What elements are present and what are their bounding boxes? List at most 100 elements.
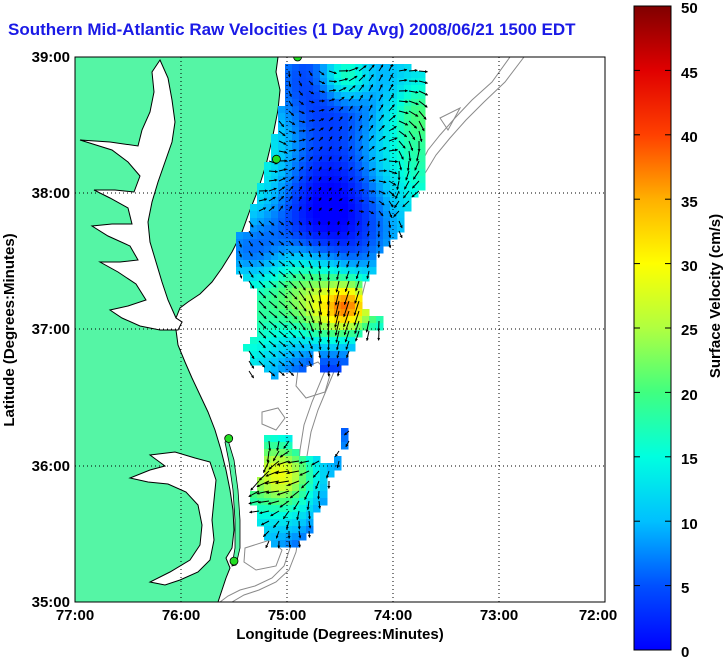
velocity-cell [348,323,356,331]
velocity-cell [250,344,258,352]
velocity-cell [390,141,398,149]
velocity-vector [366,250,370,258]
velocity-vector [326,290,330,306]
velocity-cell [334,113,342,121]
velocity-cell [264,435,272,443]
velocity-cell [341,183,349,191]
velocity-vector [299,460,310,464]
velocity-cell [320,141,328,149]
velocity-vector [278,320,288,329]
velocity-cell [355,274,363,282]
velocity-cell [341,176,349,184]
velocity-cell [320,498,328,506]
velocity-cell [264,190,272,198]
velocity-cell [285,134,293,142]
velocity-cell [383,71,391,79]
velocity-cell [250,351,258,359]
colorbar-tick-label: 45 [681,65,698,82]
velocity-cell [292,204,300,212]
velocity-cell [348,183,356,191]
velocity-vector [248,220,254,228]
velocity-cell [397,64,405,72]
velocity-vector [354,320,360,335]
velocity-cell [418,162,426,170]
velocity-cell [341,148,349,156]
velocity-cell [271,267,279,275]
velocity-cell [334,456,342,464]
velocity-vector [263,530,270,537]
velocity-vector [308,119,316,123]
velocity-cell [320,120,328,128]
velocity-cell [341,246,349,254]
velocity-vector [285,520,290,530]
velocity-cell [250,358,258,366]
velocity-cell [355,71,363,79]
velocity-cell [313,295,321,303]
velocity-cell [250,281,258,289]
velocity-cell [285,288,293,296]
velocity-vector [288,250,295,257]
velocity-cell [369,190,377,198]
radar-station-marker [271,154,281,164]
velocity-cell [292,232,300,240]
velocity-vector [318,136,324,142]
velocity-cell [320,239,328,247]
velocity-vector [268,196,276,202]
velocity-cell [341,239,349,247]
colorbar-tick-label: 50 [681,0,698,17]
velocity-vector [318,280,322,293]
velocity-vector [288,330,297,339]
velocity-vector [308,109,315,113]
velocity-vector [318,80,326,85]
velocity-cell [278,162,286,170]
velocity-cell [376,225,384,233]
velocity-cell [313,323,321,331]
velocity-vector [288,139,297,143]
velocity-cell [271,218,279,226]
velocity-vector [288,280,297,289]
velocity-vector [326,310,330,328]
velocity-vector [288,176,295,182]
velocity-vector [278,290,288,299]
velocity-cell [418,183,426,191]
velocity-cell [334,295,342,303]
velocity-vector [288,230,294,236]
velocity-cell [278,141,286,149]
velocity-vector [263,460,270,473]
velocity-cell [348,71,356,79]
velocity-cell [264,302,272,310]
velocity-vector [408,110,419,117]
velocity-cell [369,218,377,226]
velocity-cell [362,127,370,135]
velocity-vector [268,270,276,277]
velocity-cell [306,64,314,72]
velocity-vector [328,98,336,102]
velocity-cell [257,344,265,352]
velocity-cell [299,99,307,107]
colorbar-tick-label: 30 [681,258,698,275]
velocity-cell [271,309,279,317]
velocity-vector [308,230,312,236]
velocity-cell [306,484,314,492]
velocity-cell [341,337,349,345]
velocity-cell [362,155,370,163]
velocity-cell [355,281,363,289]
velocity-cell [411,92,419,100]
velocity-cell [404,204,412,212]
velocity-cell [299,148,307,156]
velocity-cell [397,176,405,184]
velocity-cell [306,169,314,177]
velocity-cell [397,211,405,219]
velocity-cell [369,78,377,86]
velocity-cell [320,344,328,352]
velocity-cell [299,162,307,170]
velocity-cell [306,491,314,499]
velocity-vector [356,220,360,226]
velocity-vector [327,340,331,351]
velocity-cell [264,505,272,513]
velocity-vector [346,240,350,247]
velocity-vector [308,340,313,350]
velocity-cell [285,113,293,121]
velocity-cell [250,204,258,212]
velocity-vector [337,240,340,247]
